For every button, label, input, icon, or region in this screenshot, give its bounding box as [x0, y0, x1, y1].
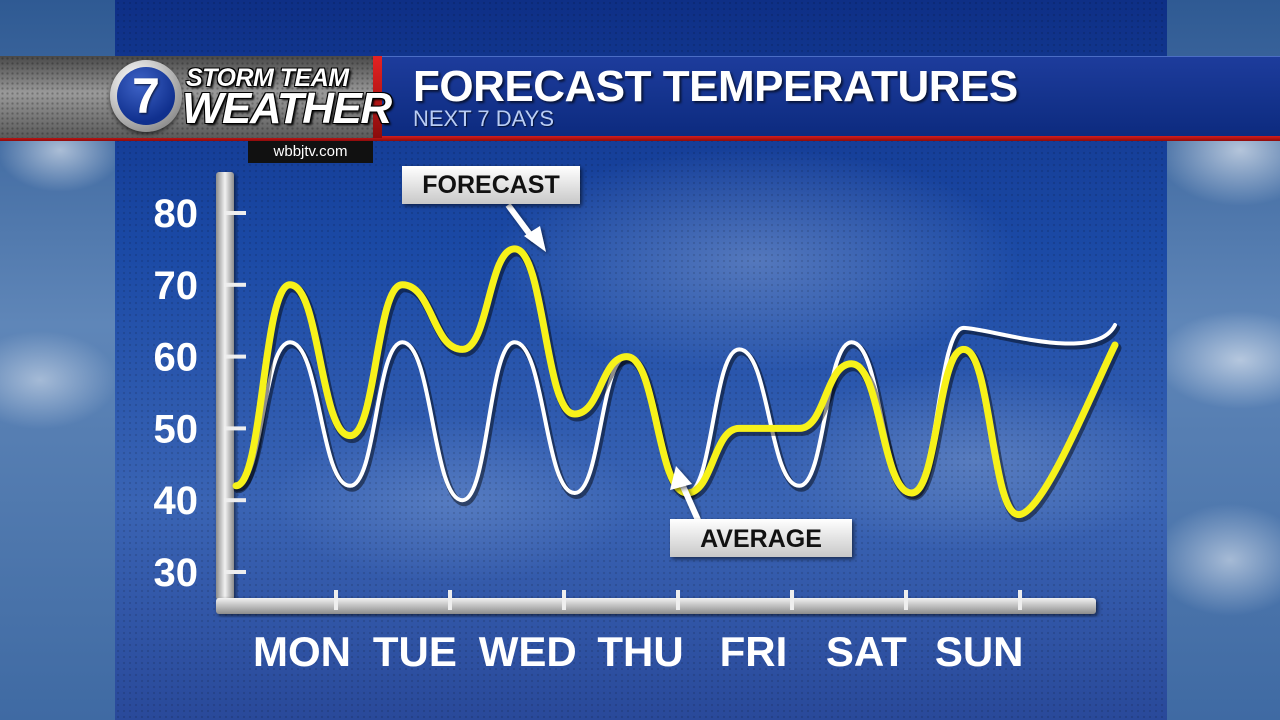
series-line-forecast: [232, 245, 1119, 519]
x-tick-mark: [904, 590, 908, 610]
y-tick-mark: [224, 282, 246, 287]
forecast-callout-box: [402, 166, 580, 204]
x-axis-line: [216, 598, 1096, 614]
x-tick-mark: [334, 590, 338, 610]
x-tick-mark: [448, 590, 452, 610]
x-tick-label-sat: SAT: [826, 628, 907, 675]
y-tick-label: 50: [154, 407, 199, 451]
brand-line-storm-team: STORM TEAM: [186, 64, 349, 92]
forecast-callout: FORECAST: [402, 166, 580, 252]
forecast-callout-arrowhead: [524, 226, 546, 252]
y-tick-label: 30: [154, 551, 199, 595]
average-callout: AVERAGE: [670, 466, 852, 557]
x-tick-label-wed: WED: [479, 628, 577, 675]
y-tick-mark: [224, 426, 246, 431]
average-callout-label: AVERAGE: [700, 525, 822, 553]
logo-red-divider: [373, 56, 382, 138]
x-tick-label-tue: TUE: [373, 628, 457, 675]
average-callout-box: [670, 519, 852, 557]
forecast-callout-label: FORECAST: [422, 171, 560, 199]
page-subtitle: NEXT 7 DAYS: [413, 106, 555, 131]
series-layer: [232, 245, 1122, 523]
y-axis-ticks: 30 40 50 60 70 80: [154, 192, 246, 595]
y-tick-mark: [224, 354, 246, 359]
logo-box: [0, 56, 373, 138]
page-title: FORECAST TEMPERATURES: [413, 62, 1018, 111]
y-axis-line: [216, 172, 234, 600]
y-tick-label: 70: [154, 264, 199, 308]
brand-line-weather: WEATHER: [182, 84, 392, 133]
x-tick-label-sun: SUN: [935, 628, 1024, 675]
x-tick-label-fri: FRI: [720, 628, 788, 675]
average-callout-arrow: [679, 482, 701, 522]
channel-7-logo: 7: [110, 60, 182, 132]
logo-numeral: 7: [132, 68, 160, 124]
chart-axes: [216, 172, 1096, 614]
y-tick-label: 40: [154, 479, 199, 523]
x-tick-mark: [790, 590, 794, 610]
x-tick-mark: [1018, 590, 1022, 610]
x-axis-ticks: MON TUE WED THU FRI SAT SUN: [253, 590, 1024, 675]
header-red-line: [0, 136, 1280, 141]
y-tick-mark: [224, 211, 246, 215]
y-tick-mark: [224, 570, 246, 574]
x-tick-mark: [562, 590, 566, 610]
y-tick-mark: [224, 498, 246, 503]
average-callout-arrowhead: [670, 466, 692, 490]
website-tag: wbbjtv.com: [248, 141, 373, 163]
logo-inner-disc: 7: [117, 67, 175, 125]
y-tick-label: 80: [154, 192, 199, 236]
x-tick-label-thu: THU: [597, 628, 683, 675]
y-tick-label: 60: [154, 336, 199, 380]
x-tick-mark: [676, 590, 680, 610]
x-tick-label-mon: MON: [253, 628, 351, 675]
